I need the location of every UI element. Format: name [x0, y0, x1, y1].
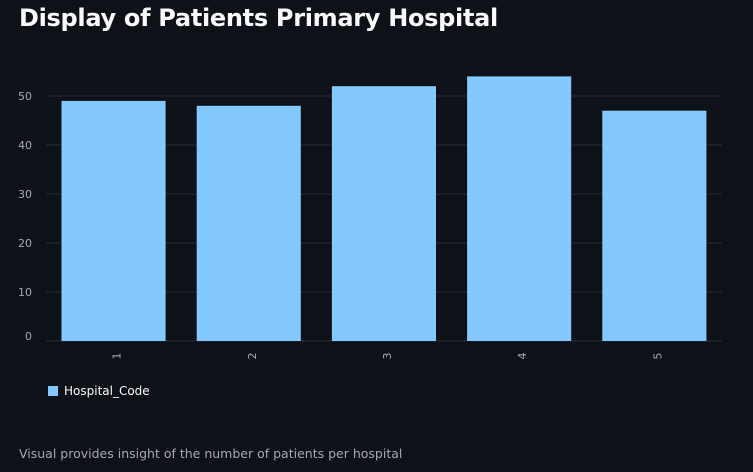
x-tick-label: 5 — [651, 353, 664, 360]
page-title: Display of Patients Primary Hospital — [19, 4, 498, 32]
chart-caption: Visual provides insight of the number of… — [19, 446, 403, 461]
bar-hospital-3[interactable] — [331, 86, 436, 341]
x-tick-label: 1 — [111, 353, 124, 360]
bar-chart: 0 10 20 30 40 50 1 2 3 4 5 — [18, 76, 722, 360]
y-tick-label: 20 — [18, 237, 32, 250]
y-tick-label: 10 — [18, 286, 32, 299]
x-axis-ticks: 1 2 3 4 5 — [111, 353, 665, 360]
y-tick-label: 50 — [18, 90, 32, 103]
legend-swatch — [48, 386, 58, 396]
y-tick-label: 0 — [25, 330, 32, 343]
y-tick-label: 40 — [18, 139, 32, 152]
y-tick-label: 30 — [18, 188, 32, 201]
x-tick-label: 3 — [381, 353, 394, 360]
bar-hospital-4[interactable] — [467, 76, 572, 342]
x-tick-label: 4 — [516, 353, 529, 360]
x-tick-label: 2 — [246, 353, 259, 360]
bar-hospital-1[interactable] — [61, 100, 166, 342]
bars — [61, 76, 707, 342]
legend-label: Hospital_Code — [64, 384, 150, 398]
legend[interactable]: Hospital_Code — [48, 384, 150, 398]
bar-hospital-2[interactable] — [196, 105, 301, 341]
bar-hospital-5[interactable] — [602, 110, 707, 341]
y-axis-ticks: 0 10 20 30 40 50 — [18, 90, 32, 343]
